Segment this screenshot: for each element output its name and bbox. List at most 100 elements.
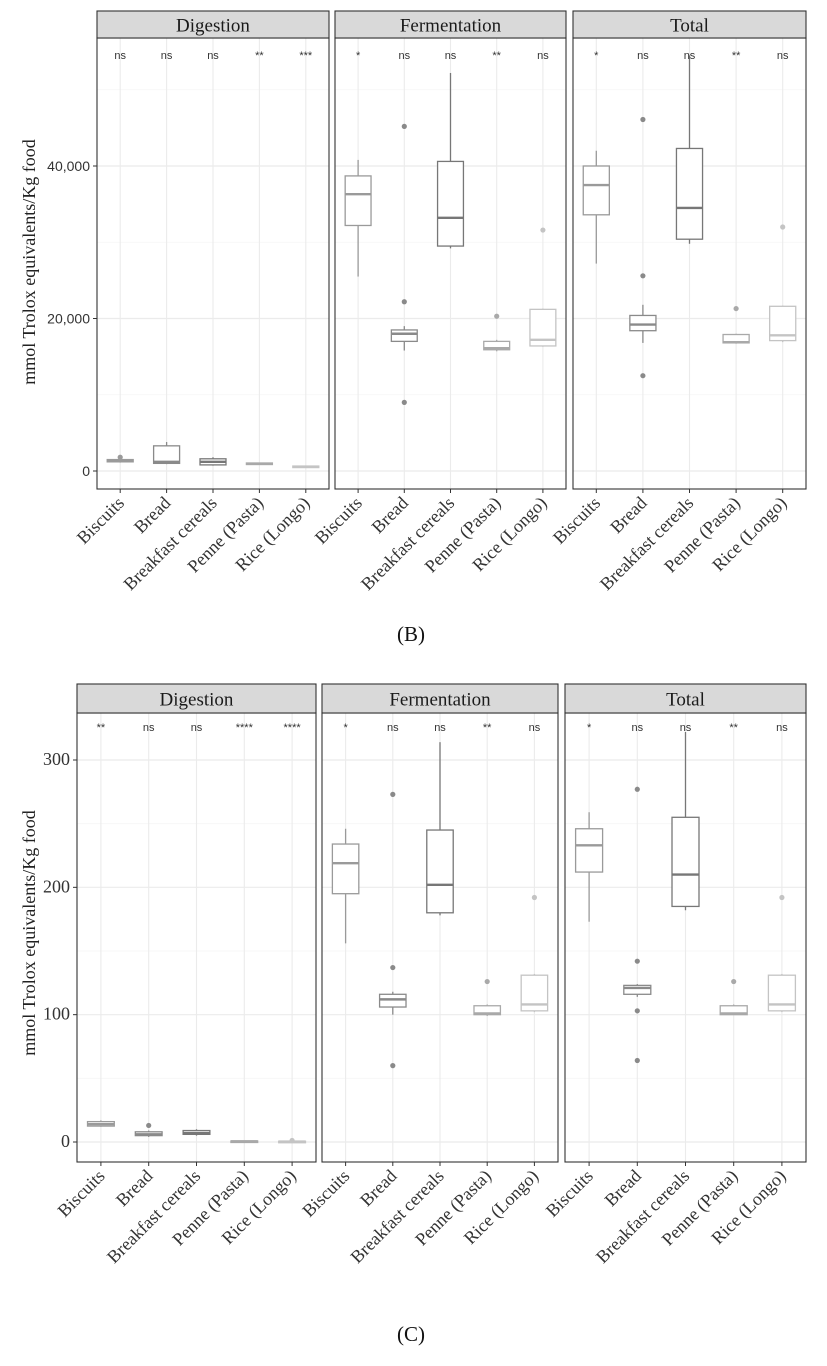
- outlier-point: [540, 227, 546, 233]
- outlier-point: [390, 791, 396, 797]
- significance-label: ns: [680, 722, 692, 734]
- y-axis-title: mmol Trolox equivalents/Kg food: [19, 139, 39, 385]
- outlier-point: [780, 224, 786, 230]
- outlier-point: [733, 305, 739, 312]
- box-iqr: [483, 340, 511, 351]
- outlier-point: [640, 116, 646, 123]
- box-penne-pasta: [719, 978, 748, 1016]
- outlier-point: [401, 399, 407, 405]
- significance-label: ns: [631, 722, 643, 734]
- box-rice-longo: [278, 1137, 307, 1144]
- significance-label: **: [732, 50, 741, 62]
- box-breakfast-cereals: [426, 742, 454, 916]
- strip-label-digestion: Digestion: [176, 16, 250, 37]
- box-breakfast-cereals: [436, 72, 465, 249]
- significance-label: *: [343, 722, 348, 734]
- outlier-point: [390, 964, 396, 971]
- significance-label: **: [729, 722, 738, 734]
- significance-label: ****: [236, 722, 254, 734]
- significance-label: ns: [143, 722, 155, 734]
- strip-label-digestion: Digestion: [160, 690, 234, 711]
- strip-label-fermentation: Fermentation: [389, 690, 491, 711]
- y-tick-label: 40,000: [47, 158, 90, 174]
- box-penne-pasta: [483, 313, 511, 352]
- outlier-point: [640, 373, 646, 379]
- significance-label: *: [594, 50, 599, 62]
- outlier-point: [494, 313, 500, 319]
- y-tick-label: 300: [43, 749, 70, 769]
- box-penne-pasta: [473, 978, 502, 1016]
- strip-label-total: Total: [670, 16, 709, 37]
- significance-label: ns: [434, 722, 446, 734]
- box-iqr: [152, 445, 181, 465]
- strip-background: [564, 683, 807, 714]
- significance-label: *: [356, 50, 361, 62]
- box-iqr: [574, 828, 604, 873]
- significance-label: **: [483, 722, 492, 734]
- x-tick-label: Biscuits: [54, 1166, 109, 1221]
- x-tick-label: Biscuits: [298, 1166, 353, 1221]
- x-tick-label: Bread: [601, 1166, 646, 1211]
- box-biscuits: [582, 150, 610, 264]
- significance-label: ns: [398, 50, 410, 62]
- outlier-point: [779, 894, 785, 901]
- y-tick-label: 0: [61, 1131, 70, 1151]
- outlier-point: [390, 1063, 396, 1069]
- box-rice-longo: [769, 224, 797, 343]
- box-breakfast-cereals: [675, 55, 704, 244]
- box-breakfast-cereals: [182, 1129, 211, 1136]
- significance-label: ****: [284, 722, 302, 734]
- y-tick-label: 0: [82, 463, 90, 479]
- box-iqr: [331, 843, 360, 895]
- significance-label: ns: [776, 722, 788, 734]
- box-penne-pasta: [245, 462, 274, 466]
- strip-background: [76, 683, 317, 714]
- outlier-point: [484, 978, 490, 985]
- box-bread: [623, 786, 652, 1064]
- box-iqr: [629, 314, 657, 332]
- box-biscuits: [574, 812, 604, 922]
- y-tick-label: 20,000: [47, 311, 90, 327]
- outlier-point: [401, 123, 407, 129]
- significance-label: ns: [387, 722, 399, 734]
- box-rice-longo: [529, 227, 557, 347]
- figure-caption: (C): [397, 1322, 425, 1346]
- significance-label: ns: [777, 50, 789, 62]
- significance-label: ***: [299, 50, 313, 62]
- significance-label: ns: [537, 50, 549, 62]
- outlier-point: [634, 786, 640, 792]
- box-biscuits: [344, 159, 372, 277]
- box-biscuits: [331, 828, 360, 944]
- box-breakfast-cereals: [199, 457, 227, 466]
- box-penne-pasta: [722, 305, 750, 344]
- box-iqr: [582, 165, 610, 216]
- significance-label: **: [492, 50, 501, 62]
- significance-label: **: [97, 722, 106, 734]
- y-axis-title: mmol Trolox equivalents/Kg food: [19, 810, 39, 1056]
- y-tick-label: 200: [43, 876, 70, 896]
- significance-label: **: [255, 50, 264, 62]
- x-tick-label: Biscuits: [542, 1166, 597, 1221]
- outlier-point: [640, 273, 646, 279]
- box-rice-longo: [767, 894, 797, 1013]
- significance-label: ns: [161, 50, 173, 62]
- outlier-point: [634, 958, 640, 964]
- box-biscuits: [86, 1120, 115, 1127]
- strip-background: [321, 683, 559, 714]
- box-iqr: [473, 1005, 502, 1016]
- x-tick-label: Biscuits: [549, 493, 604, 548]
- outlier-point: [531, 894, 538, 901]
- box-bread: [390, 123, 418, 405]
- strip-label-total: Total: [666, 690, 705, 711]
- box-breakfast-cereals: [671, 731, 700, 911]
- strip-label-fermentation: Fermentation: [400, 16, 502, 37]
- outlier-point: [634, 1008, 640, 1014]
- outlier-point: [634, 1057, 640, 1064]
- box-iqr: [671, 816, 700, 908]
- significance-label: ns: [191, 722, 203, 734]
- box-iqr: [390, 329, 418, 343]
